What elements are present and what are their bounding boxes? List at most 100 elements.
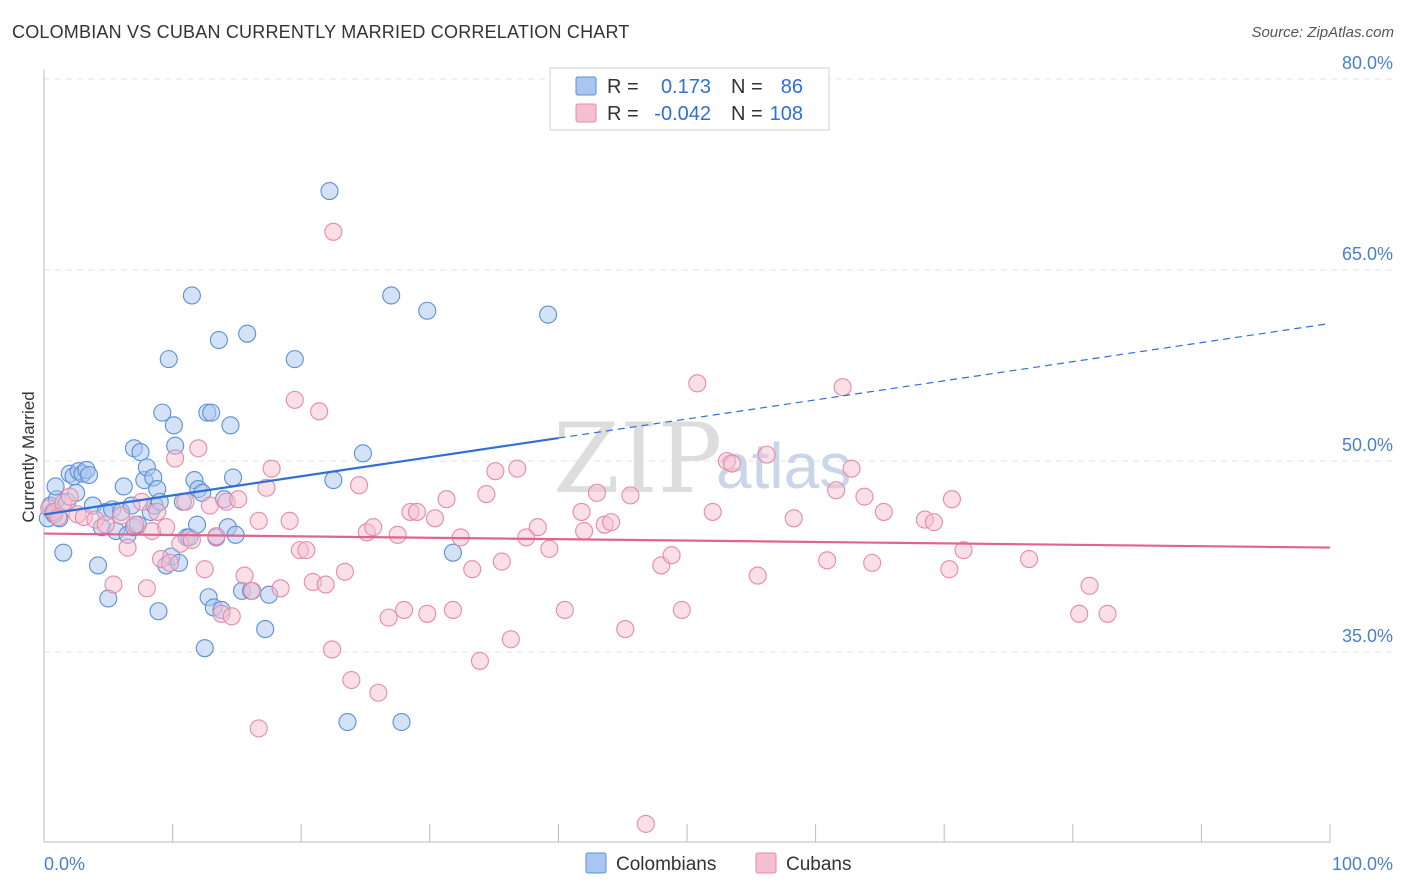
cuban-point bbox=[463, 560, 482, 579]
cuban-point bbox=[222, 607, 241, 626]
cuban-point bbox=[954, 541, 973, 560]
cuban-point bbox=[662, 546, 681, 565]
cuban-point bbox=[235, 566, 254, 585]
colombian-point bbox=[46, 477, 65, 496]
cuban-point bbox=[508, 459, 527, 478]
cuban-point bbox=[407, 502, 426, 521]
colombian-point bbox=[418, 301, 437, 320]
legend-r-value-colombian: 0.173 bbox=[661, 76, 711, 98]
legend-swatch-cuban bbox=[575, 103, 597, 123]
cuban-point bbox=[575, 521, 594, 541]
cuban-point bbox=[855, 487, 874, 506]
cuban-point bbox=[200, 496, 219, 515]
cuban-point bbox=[243, 581, 262, 600]
cuban-point bbox=[842, 459, 861, 478]
cuban-point bbox=[126, 515, 145, 534]
cuban-point bbox=[486, 462, 505, 481]
cuban-point bbox=[137, 579, 156, 598]
cuban-point bbox=[388, 525, 407, 544]
cuban-point bbox=[501, 630, 520, 649]
colombian-point bbox=[114, 477, 133, 496]
cuban-point bbox=[418, 604, 437, 623]
cuban-point bbox=[160, 553, 180, 572]
colombian-point bbox=[382, 286, 401, 305]
chart-source: Source: ZipAtlas.com bbox=[1251, 24, 1394, 41]
colombian-point bbox=[182, 286, 201, 305]
cuban-point bbox=[555, 600, 574, 620]
cuban-point bbox=[369, 683, 388, 702]
cuban-point bbox=[818, 551, 837, 570]
colombian-point bbox=[79, 465, 99, 485]
cuban-point bbox=[364, 518, 383, 537]
cuban-point bbox=[748, 566, 767, 585]
cuban-point bbox=[437, 490, 456, 509]
colombian-point bbox=[223, 468, 243, 487]
cuban-point bbox=[249, 719, 268, 738]
cuban-point bbox=[616, 620, 635, 639]
cuban-point bbox=[703, 502, 722, 521]
cuban-point bbox=[323, 640, 342, 659]
cuban-point bbox=[1098, 604, 1117, 623]
legend-n-value-cuban: 108 bbox=[770, 103, 803, 125]
cuban-point bbox=[1070, 604, 1089, 623]
chart-title: COLOMBIAN VS CUBAN CURRENTLY MARRIED COR… bbox=[12, 22, 630, 42]
bottom-legend-label-cubans: Cubans bbox=[786, 854, 852, 875]
colombian-trend-line bbox=[43, 436, 559, 516]
colombian-point bbox=[221, 416, 240, 435]
bottom-legend-label-colombians: Colombians bbox=[616, 854, 716, 875]
cuban-point bbox=[342, 670, 361, 690]
cuban-trend-line bbox=[43, 532, 1331, 549]
cuban-point bbox=[924, 513, 943, 532]
x-tick-labels: 0.0% 100.0% bbox=[44, 854, 1393, 874]
cuban-point bbox=[157, 518, 176, 537]
cuban-point bbox=[540, 539, 559, 558]
cuban-point bbox=[784, 509, 803, 528]
cuban-point bbox=[297, 541, 316, 560]
y-tick-label: 50.0% bbox=[1342, 435, 1393, 455]
colombian-point bbox=[238, 324, 257, 343]
cuban-point bbox=[1020, 549, 1039, 569]
cuban-point bbox=[602, 513, 621, 532]
cuban-point bbox=[262, 459, 281, 478]
colombian-point bbox=[159, 350, 178, 369]
y-axis-title: Currently Married bbox=[19, 391, 38, 522]
cuban-point bbox=[517, 528, 536, 547]
colombian-point bbox=[353, 444, 372, 463]
cuban-point bbox=[271, 579, 290, 598]
cuban-point bbox=[280, 511, 299, 530]
cuban-point bbox=[425, 509, 444, 528]
cuban-point bbox=[443, 600, 462, 620]
colombian-point bbox=[202, 403, 221, 422]
cuban-point bbox=[166, 449, 185, 468]
cuban-point bbox=[827, 481, 846, 500]
bottom-legend-swatch-cubans bbox=[755, 852, 777, 874]
cuban-point bbox=[874, 502, 893, 521]
colombian-point bbox=[153, 403, 172, 422]
cuban-points bbox=[40, 222, 1117, 833]
colombian-point bbox=[164, 416, 183, 435]
cuban-point bbox=[379, 608, 398, 627]
cuban-point bbox=[118, 538, 137, 557]
cuban-point bbox=[195, 560, 214, 579]
cuban-point bbox=[528, 518, 547, 537]
legend-swatch-colombian bbox=[575, 76, 597, 96]
cuban-point bbox=[249, 511, 268, 530]
x-tick-label: 100.0% bbox=[1332, 854, 1393, 874]
cuban-point bbox=[477, 485, 496, 504]
colombian-point bbox=[539, 305, 558, 324]
colombian-points bbox=[38, 182, 558, 732]
cuban-point bbox=[492, 552, 511, 571]
colombian-point bbox=[285, 350, 304, 369]
y-tick-label: 35.0% bbox=[1342, 626, 1393, 646]
correlation-legend: R = 0.173 N = 86 R = -0.042 N = 108 bbox=[549, 67, 830, 131]
legend-n-label-cuban: N = bbox=[731, 103, 763, 125]
series-legend: Colombians Cubans bbox=[585, 852, 852, 875]
legend-n-value-colombian: 86 bbox=[781, 76, 803, 98]
cuban-point bbox=[112, 506, 131, 525]
colombian-trend-extension bbox=[558, 322, 1331, 439]
cuban-point bbox=[148, 502, 167, 521]
colombian-point bbox=[338, 712, 357, 732]
colombian-point bbox=[131, 443, 150, 462]
colombian-point bbox=[256, 620, 275, 639]
